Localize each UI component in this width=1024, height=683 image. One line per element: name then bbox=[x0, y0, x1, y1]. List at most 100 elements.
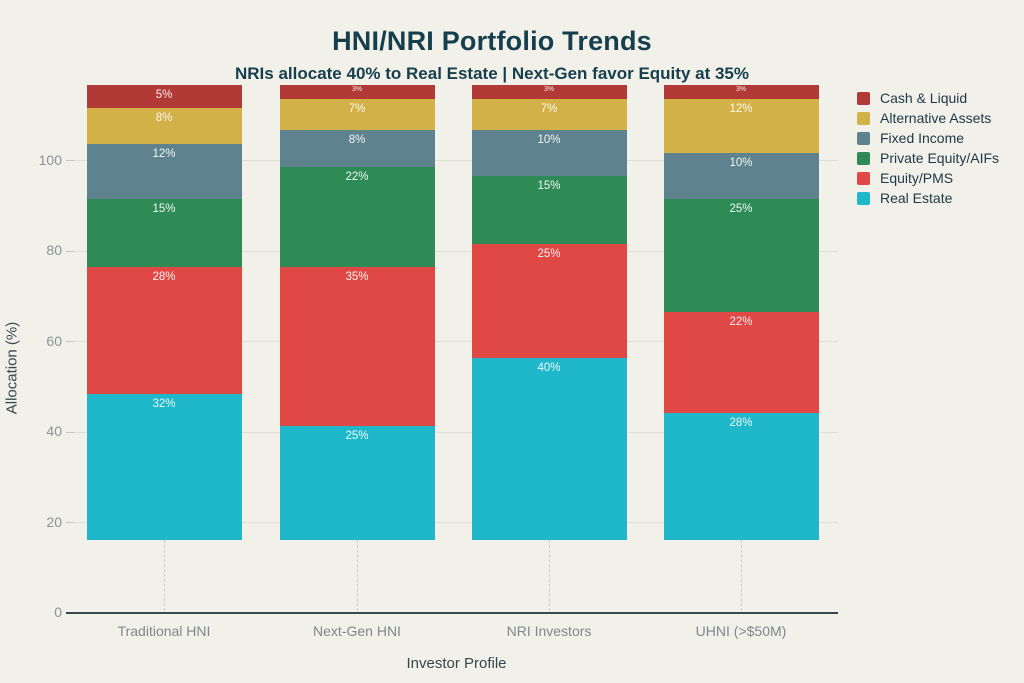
bar-segment-alternative-assets: 7% bbox=[279, 98, 435, 131]
y-tick-mark bbox=[66, 160, 74, 161]
legend-swatch-icon bbox=[857, 92, 870, 105]
y-tick-label: 100 bbox=[38, 151, 62, 168]
bar-baseline-stem bbox=[356, 540, 358, 611]
legend-swatch-icon bbox=[857, 152, 870, 165]
x-tick-label: Next-Gen HNI bbox=[313, 623, 401, 639]
bar-value-label: 3% bbox=[543, 86, 555, 93]
legend-swatch-icon bbox=[857, 132, 870, 145]
bar-segment-fixed-income: 12% bbox=[86, 144, 242, 199]
bar-value-label: 7% bbox=[540, 102, 558, 115]
bar-value-label: 5% bbox=[155, 89, 173, 101]
y-tick-mark bbox=[66, 341, 74, 342]
bar-segment-cash-liquid: 3% bbox=[471, 85, 627, 99]
bar-value-label: 10% bbox=[537, 134, 561, 147]
x-tick-label: UHNI (>$50M) bbox=[695, 623, 787, 639]
legend: Cash & Liquid Alternative Assets Fixed Inc… bbox=[857, 90, 1000, 206]
bar-value-label: 15% bbox=[152, 202, 176, 215]
bar-segment-private-equity-aifs: 22% bbox=[279, 166, 435, 267]
y-axis-title: Allocation (%) bbox=[3, 321, 21, 415]
bar-next-gen-hni: 3% 7% 8% 22% 35% 25% bbox=[279, 85, 435, 540]
legend-item-cash-liquid: Cash & Liquid bbox=[857, 90, 999, 106]
legend-item-equity-pms: Equity/PMS bbox=[857, 170, 999, 186]
y-tick-label: 80 bbox=[46, 242, 62, 258]
chart-title: HNI/NRI Portfolio Trends bbox=[332, 26, 652, 56]
bar-segment-cash-liquid: 3% bbox=[663, 85, 819, 99]
bar-value-label: 32% bbox=[152, 398, 176, 411]
y-tick-label: 40 bbox=[46, 423, 62, 439]
legend-item-real-estate: Real Estate bbox=[857, 190, 999, 206]
bar-segment-fixed-income: 10% bbox=[663, 153, 819, 199]
bar-value-label: 8% bbox=[155, 111, 173, 124]
x-axis-title: Investor Profile bbox=[406, 655, 507, 672]
bar-value-label: 28% bbox=[152, 270, 176, 283]
bar-value-label: 8% bbox=[348, 134, 366, 147]
x-tick-label: NRI Investors bbox=[506, 623, 592, 639]
bar-segment-real-estate: 25% bbox=[279, 426, 435, 540]
legend-label: Equity/PMS bbox=[880, 170, 954, 186]
bar-segment-private-equity-aifs: 15% bbox=[86, 198, 242, 267]
bar-value-label: 12% bbox=[152, 148, 176, 161]
bar-segment-private-equity-aifs: 15% bbox=[471, 175, 627, 245]
bar-value-label: 3% bbox=[351, 86, 363, 93]
x-tick-label: Traditional HNI bbox=[117, 623, 211, 639]
bar-value-label: 15% bbox=[537, 179, 561, 192]
bar-value-label: 10% bbox=[729, 157, 753, 170]
y-gridline bbox=[70, 431, 838, 433]
bar-value-label: 25% bbox=[729, 202, 753, 215]
bar-segment-real-estate: 40% bbox=[471, 357, 627, 540]
bar-segment-fixed-income: 10% bbox=[471, 130, 627, 176]
bar-segment-cash-liquid: 5% bbox=[86, 85, 242, 108]
bar-baseline-stem bbox=[163, 540, 165, 611]
y-tick-mark bbox=[66, 522, 74, 523]
legend-label: Cash & Liquid bbox=[880, 90, 968, 106]
bar-segment-equity-pms: 28% bbox=[86, 266, 242, 395]
bar-value-label: 12% bbox=[729, 102, 753, 115]
bar-segment-equity-pms: 35% bbox=[279, 266, 435, 427]
bar-value-label: 28% bbox=[729, 416, 753, 429]
bar-segment-equity-pms: 25% bbox=[471, 244, 627, 358]
legend-swatch-icon bbox=[857, 172, 870, 185]
y-gridline bbox=[70, 341, 838, 342]
legend-item-fixed-income: Fixed Income bbox=[857, 130, 999, 146]
bar-segment-equity-pms: 22% bbox=[663, 312, 819, 413]
legend-label: Private Equity/AIFs bbox=[880, 150, 1000, 166]
bar-uhni-50m: 3% 12% 10% 25% 22% 28% bbox=[663, 85, 819, 540]
bar-baseline-stem bbox=[548, 540, 550, 611]
bar-segment-private-equity-aifs: 25% bbox=[663, 198, 819, 313]
legend-label: Real Estate bbox=[880, 190, 953, 206]
bar-segment-alternative-assets: 12% bbox=[663, 98, 819, 154]
y-tick-mark bbox=[66, 431, 74, 433]
y-tick-label: 60 bbox=[46, 332, 62, 349]
bar-value-label: 22% bbox=[729, 316, 753, 329]
bar-nri-investors: 3% 7% 10% 15% 25% 40% bbox=[471, 85, 627, 540]
legend-swatch-icon bbox=[857, 112, 870, 125]
bar-value-label: 25% bbox=[537, 248, 561, 261]
bar-value-label: 40% bbox=[537, 361, 561, 374]
bar-segment-alternative-assets: 8% bbox=[86, 107, 242, 145]
legend-label: Fixed Income bbox=[880, 130, 965, 146]
y-gridline bbox=[70, 250, 838, 252]
bar-value-label: 7% bbox=[348, 102, 366, 115]
bar-value-label: 3% bbox=[735, 86, 747, 93]
bar-segment-fixed-income: 8% bbox=[279, 130, 435, 167]
legend-label: Alternative Assets bbox=[880, 110, 992, 126]
legend-item-private-equity-aifs: Private Equity/AIFs bbox=[857, 150, 1000, 166]
bar-value-label: 25% bbox=[345, 430, 369, 443]
bar-baseline-stem bbox=[740, 540, 742, 611]
y-tick-label: 20 bbox=[46, 513, 62, 530]
bar-segment-real-estate: 32% bbox=[86, 394, 242, 540]
bar-segment-cash-liquid: 3% bbox=[279, 85, 435, 99]
legend-swatch-icon bbox=[857, 192, 870, 205]
y-tick-label: 0 bbox=[54, 604, 62, 620]
chart-subtitle: NRIs allocate 40% to Real Estate | Next-… bbox=[235, 64, 749, 83]
x-axis-line bbox=[66, 612, 838, 614]
legend-item-alternative-assets: Alternative Assets bbox=[857, 110, 999, 126]
y-gridline bbox=[70, 160, 838, 161]
bar-segment-real-estate: 28% bbox=[663, 412, 819, 540]
bar-value-label: 35% bbox=[345, 270, 369, 283]
y-tick-mark bbox=[66, 250, 74, 252]
bar-traditional-hni: 5% 8% 12% 15% 28% 32% bbox=[86, 85, 242, 540]
bar-value-label: 22% bbox=[345, 170, 369, 183]
bar-segment-alternative-assets: 7% bbox=[471, 98, 627, 131]
